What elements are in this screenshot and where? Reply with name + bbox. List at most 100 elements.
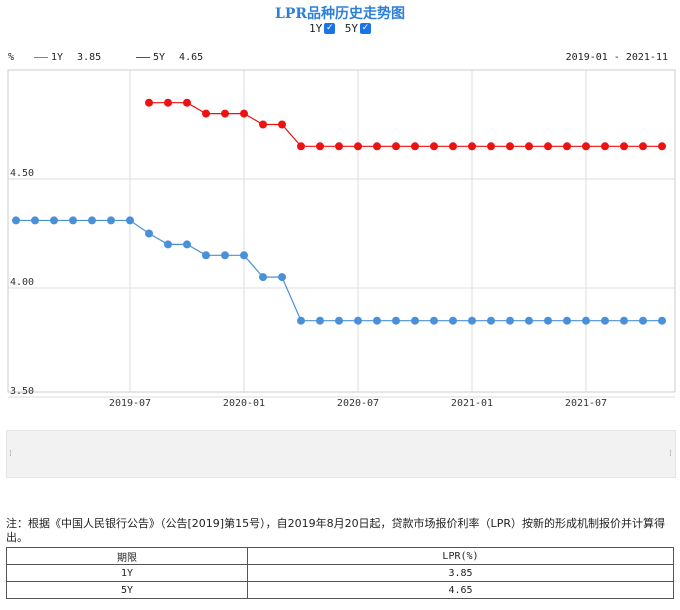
data-point-1y — [31, 216, 39, 225]
cell-term: 5Y — [6, 581, 248, 599]
data-point-1y — [221, 251, 229, 260]
data-point-1y — [335, 316, 343, 325]
data-point-1y — [658, 316, 666, 325]
cell-term: 1Y — [6, 564, 248, 582]
cell-rate: 3.85 — [246, 564, 675, 582]
toggle-1y[interactable]: 1Y ✓ — [309, 22, 336, 35]
data-point-1y — [88, 216, 96, 225]
series-line-5y — [149, 102, 662, 147]
data-point-1y — [278, 273, 286, 282]
date-range: 2019-01 - 2021-11 — [565, 52, 668, 63]
legend-line-1y — [34, 57, 48, 58]
lpr-table: 期限 LPR(%) 1Y 3.85 5Y 4.65 — [6, 547, 675, 599]
data-point-1y — [563, 316, 571, 325]
series-line-1y — [16, 219, 662, 322]
data-point-5y — [430, 142, 438, 151]
data-point-5y — [639, 142, 647, 151]
data-point-1y — [601, 316, 609, 325]
data-point-1y — [506, 316, 514, 325]
data-point-1y — [164, 240, 172, 249]
data-point-5y — [202, 109, 210, 118]
toggle-5y-label: 5Y — [344, 22, 358, 35]
data-point-5y — [145, 98, 153, 107]
data-point-5y — [183, 98, 191, 107]
header-lpr: LPR(%) — [246, 547, 675, 565]
y-tick-label: 4.50 — [10, 168, 34, 179]
data-point-1y — [126, 216, 134, 225]
data-point-1y — [373, 316, 381, 325]
data-point-1y — [620, 316, 628, 325]
data-point-1y — [107, 216, 115, 225]
range-scrollbar[interactable]: ⁞ ⁞ — [6, 430, 676, 478]
data-point-1y — [50, 216, 58, 225]
data-point-1y — [183, 240, 191, 249]
data-point-5y — [335, 142, 343, 151]
data-point-1y — [487, 316, 495, 325]
data-point-5y — [411, 142, 419, 151]
table-row: 1Y 3.85 — [6, 564, 675, 582]
data-point-1y — [392, 316, 400, 325]
data-point-5y — [316, 142, 324, 151]
line-chart: 4.50 4.00 3.50 2019-07 2020-01 2020-07 2021-01… — [7, 69, 676, 409]
legend: % 1Y 3.85 5Y 4.65 2019-01 - 2021-11 — [8, 52, 668, 66]
chart-title: LPR品种历史走势图 — [274, 6, 405, 22]
x-tick-label: 2021-01 — [451, 398, 493, 409]
legend-item-1y[interactable]: 1Y 3.85 — [34, 52, 101, 63]
data-point-1y — [468, 316, 476, 325]
toggle-5y[interactable]: 5Y ✓ — [345, 22, 371, 35]
data-point-1y — [544, 316, 552, 325]
unit-label: % — [8, 52, 15, 63]
x-tick-label: 2020-07 — [337, 398, 379, 409]
legend-name-5y: 5Y — [153, 52, 166, 63]
legend-value-1y: 3.85 — [77, 52, 102, 63]
data-point-5y — [164, 98, 172, 107]
checkbox-1y[interactable]: ✓ — [324, 23, 336, 34]
data-point-1y — [297, 316, 305, 325]
data-point-1y — [430, 316, 438, 325]
footnote: 注：根据《中国人民银行公告》（公告[2019]第15号），自2019年8月20日… — [6, 517, 665, 544]
series-toggles: 1Y ✓ 5Y ✓ — [0, 22, 680, 35]
data-point-1y — [145, 229, 153, 238]
data-point-5y — [449, 142, 457, 151]
checkbox-5y[interactable]: ✓ — [360, 23, 371, 34]
data-point-1y — [411, 316, 419, 325]
table-header-row: 期限 LPR(%) — [6, 547, 675, 565]
data-point-5y — [487, 142, 495, 151]
legend-line-5y — [136, 57, 150, 58]
data-point-5y — [392, 142, 400, 151]
header-term: 期限 — [6, 547, 248, 565]
data-point-5y — [354, 142, 362, 151]
toggle-1y-label: 1Y — [309, 22, 323, 35]
legend-value-5y: 4.65 — [179, 52, 204, 63]
data-point-1y — [69, 216, 77, 225]
data-point-1y — [12, 216, 20, 225]
data-point-5y — [373, 142, 381, 151]
data-point-1y — [354, 316, 362, 325]
data-point-1y — [316, 316, 324, 325]
data-point-5y — [658, 142, 666, 151]
x-tick-label: 2019-07 — [109, 398, 151, 409]
y-tick-label: 3.50 — [10, 386, 34, 397]
data-point-1y — [202, 251, 210, 260]
data-point-1y — [582, 316, 590, 325]
data-point-5y — [601, 142, 609, 151]
y-tick-label: 4.00 — [10, 277, 34, 288]
data-point-1y — [240, 251, 248, 260]
data-point-5y — [525, 142, 533, 151]
scrollbar-right-handle[interactable]: ⁞ — [669, 449, 672, 459]
data-point-1y — [639, 316, 647, 325]
data-point-5y — [221, 109, 229, 118]
legend-item-5y[interactable]: 5Y 4.65 — [136, 52, 203, 63]
scrollbar-left-handle[interactable]: ⁞ — [9, 449, 12, 459]
data-point-1y — [525, 316, 533, 325]
data-point-5y — [468, 142, 476, 151]
x-tick-label: 2020-01 — [223, 398, 265, 409]
data-point-5y — [506, 142, 514, 151]
data-point-5y — [278, 120, 286, 129]
data-point-1y — [449, 316, 457, 325]
data-point-1y — [259, 273, 267, 282]
data-point-5y — [582, 142, 590, 151]
data-point-5y — [563, 142, 571, 151]
data-point-5y — [544, 142, 552, 151]
table-row: 5Y 4.65 — [6, 581, 675, 599]
